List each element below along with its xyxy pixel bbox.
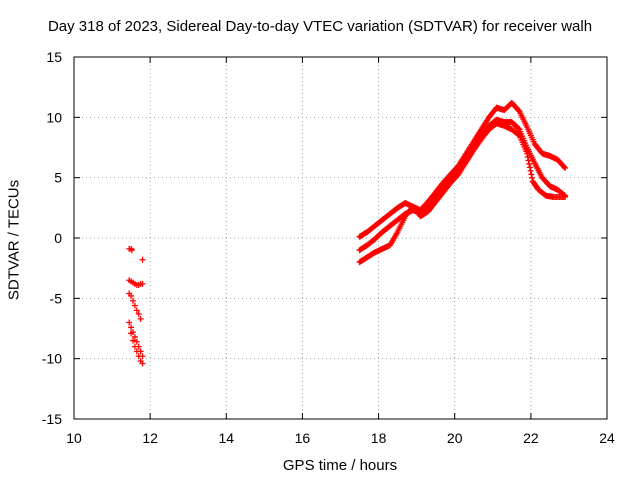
x-tick-label: 12 bbox=[142, 430, 158, 446]
data-point bbox=[524, 150, 531, 157]
data-point bbox=[527, 167, 534, 174]
x-tick-label: 14 bbox=[218, 430, 234, 446]
data-points bbox=[126, 99, 569, 367]
y-axis-label: SDTVAR / TECUs bbox=[5, 179, 23, 301]
data-point bbox=[139, 360, 146, 367]
x-tick-label: 18 bbox=[371, 430, 387, 446]
y-tick-label: 0 bbox=[54, 230, 62, 246]
data-point bbox=[515, 131, 522, 138]
x-tick-label: 16 bbox=[295, 430, 311, 446]
data-point bbox=[137, 315, 144, 322]
data-point bbox=[131, 302, 138, 309]
data-point bbox=[128, 292, 135, 299]
data-point bbox=[131, 343, 138, 350]
data-point bbox=[562, 165, 569, 172]
y-tick-label: -10 bbox=[42, 351, 62, 367]
x-tick-label: 22 bbox=[523, 430, 539, 446]
x-axis: 10 12 14 16 18 20 22 24 bbox=[66, 57, 615, 446]
data-point bbox=[525, 157, 532, 164]
data-point bbox=[139, 280, 146, 287]
y-tick-label: -15 bbox=[42, 411, 62, 427]
x-axis-label: GPS time / hours bbox=[282, 457, 398, 474]
data-point bbox=[133, 307, 140, 314]
data-point bbox=[131, 333, 138, 340]
y-tick-label: -5 bbox=[50, 290, 63, 306]
data-point bbox=[133, 348, 140, 355]
data-point bbox=[515, 125, 522, 132]
data-point bbox=[139, 256, 146, 263]
data-point bbox=[135, 353, 142, 360]
data-point bbox=[133, 338, 140, 345]
data-point bbox=[515, 107, 522, 114]
plot-frame bbox=[73, 56, 608, 420]
data-point bbox=[561, 163, 568, 170]
data-point bbox=[524, 154, 531, 161]
data-point bbox=[128, 330, 135, 337]
data-point bbox=[126, 319, 133, 326]
x-tick-label: 20 bbox=[447, 430, 463, 446]
data-point bbox=[528, 171, 535, 178]
data-point bbox=[526, 164, 533, 171]
data-point bbox=[130, 297, 137, 304]
data-point bbox=[128, 245, 135, 252]
data-point bbox=[130, 337, 137, 344]
y-axis: -15 -10 -5 0 5 10 15 bbox=[42, 49, 607, 427]
y-tick-label: 5 bbox=[54, 170, 62, 186]
chart-title: Day 318 of 2023, Sidereal Day-to-day VTE… bbox=[47, 18, 593, 35]
data-point bbox=[128, 247, 135, 254]
data-point bbox=[562, 193, 569, 200]
x-tick-label: 24 bbox=[599, 430, 615, 446]
data-point bbox=[526, 160, 533, 167]
y-tick-label: 10 bbox=[46, 109, 62, 125]
data-point bbox=[135, 311, 142, 318]
data-point bbox=[529, 174, 536, 181]
y-tick-label: 15 bbox=[46, 49, 62, 65]
x-tick-label: 10 bbox=[66, 430, 82, 446]
grid bbox=[74, 57, 607, 419]
data-point bbox=[128, 324, 135, 331]
